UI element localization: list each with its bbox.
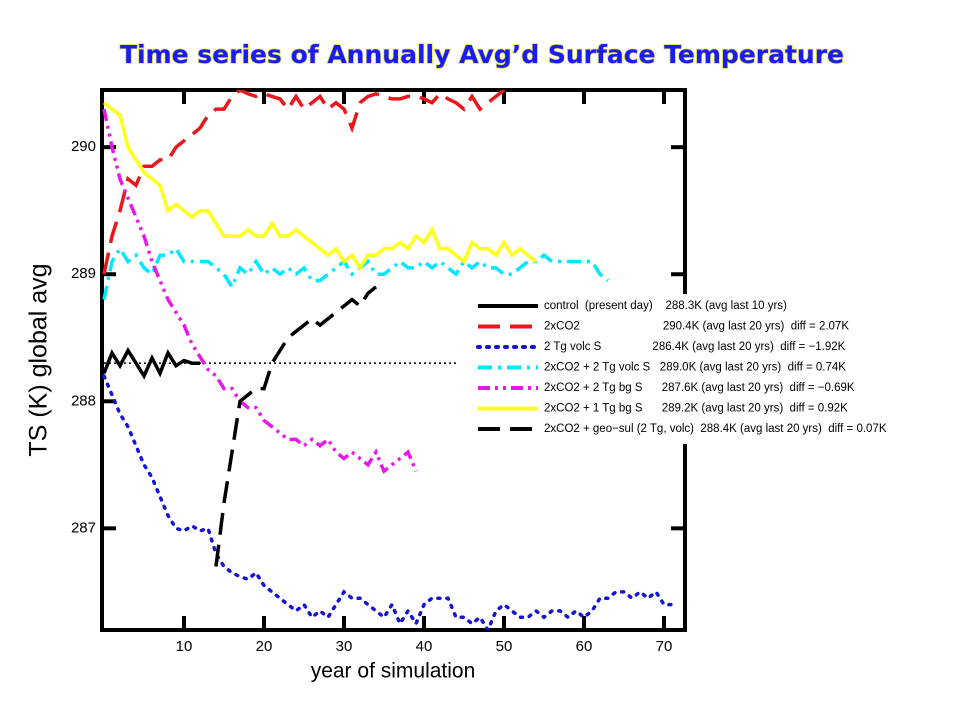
legend-label: 2xCO2 + 2 Tg bg S 287.6K (avg last 20 yr… [544,382,855,394]
x-tick-label: 10 [176,638,193,655]
x-tick-label: 70 [656,638,673,655]
series-line [102,90,506,275]
legend-label: 2xCO2 + geo−sul (2 Tg, volc) 288.4K (avg… [544,423,887,435]
y-tick-label: 290 [71,138,96,155]
chart-title: Time series of Annually Avg’d Surface Te… [120,40,844,69]
legend-box [470,294,958,444]
x-tick-label: 20 [256,638,273,655]
legend-label: 2xCO2 + 1 Tg bg S 289.2K (avg last 20 yr… [544,403,848,415]
series-line [102,245,610,300]
legend-label: 2 Tg volc S 286.4K (avg last 20 yrs) dif… [544,341,846,353]
x-tick-label: 40 [416,638,433,655]
x-tick-label: 60 [576,638,593,655]
x-tick-label: 50 [496,638,513,655]
plot-area [102,90,674,630]
x-tick-label: 30 [336,638,353,655]
y-axis-label: TS (K) global avg [25,263,53,456]
series-line [102,101,538,272]
legend-label: 2xCO2 290.4K (avg last 20 yrs) diff = 2.… [544,321,849,333]
legend-label: control (present day) 288.3K (avg last 1… [544,300,787,312]
legend-label: 2xCO2 + 2 Tg volc S 289.0K (avg last 20 … [544,362,846,374]
y-tick-label: 288 [71,392,96,409]
y-tick-label: 289 [71,265,96,282]
series-line [102,108,418,475]
series-line [102,347,200,380]
x-axis-label: year of simulation [311,660,476,683]
y-tick-label: 287 [71,519,96,536]
series-line [214,285,378,567]
